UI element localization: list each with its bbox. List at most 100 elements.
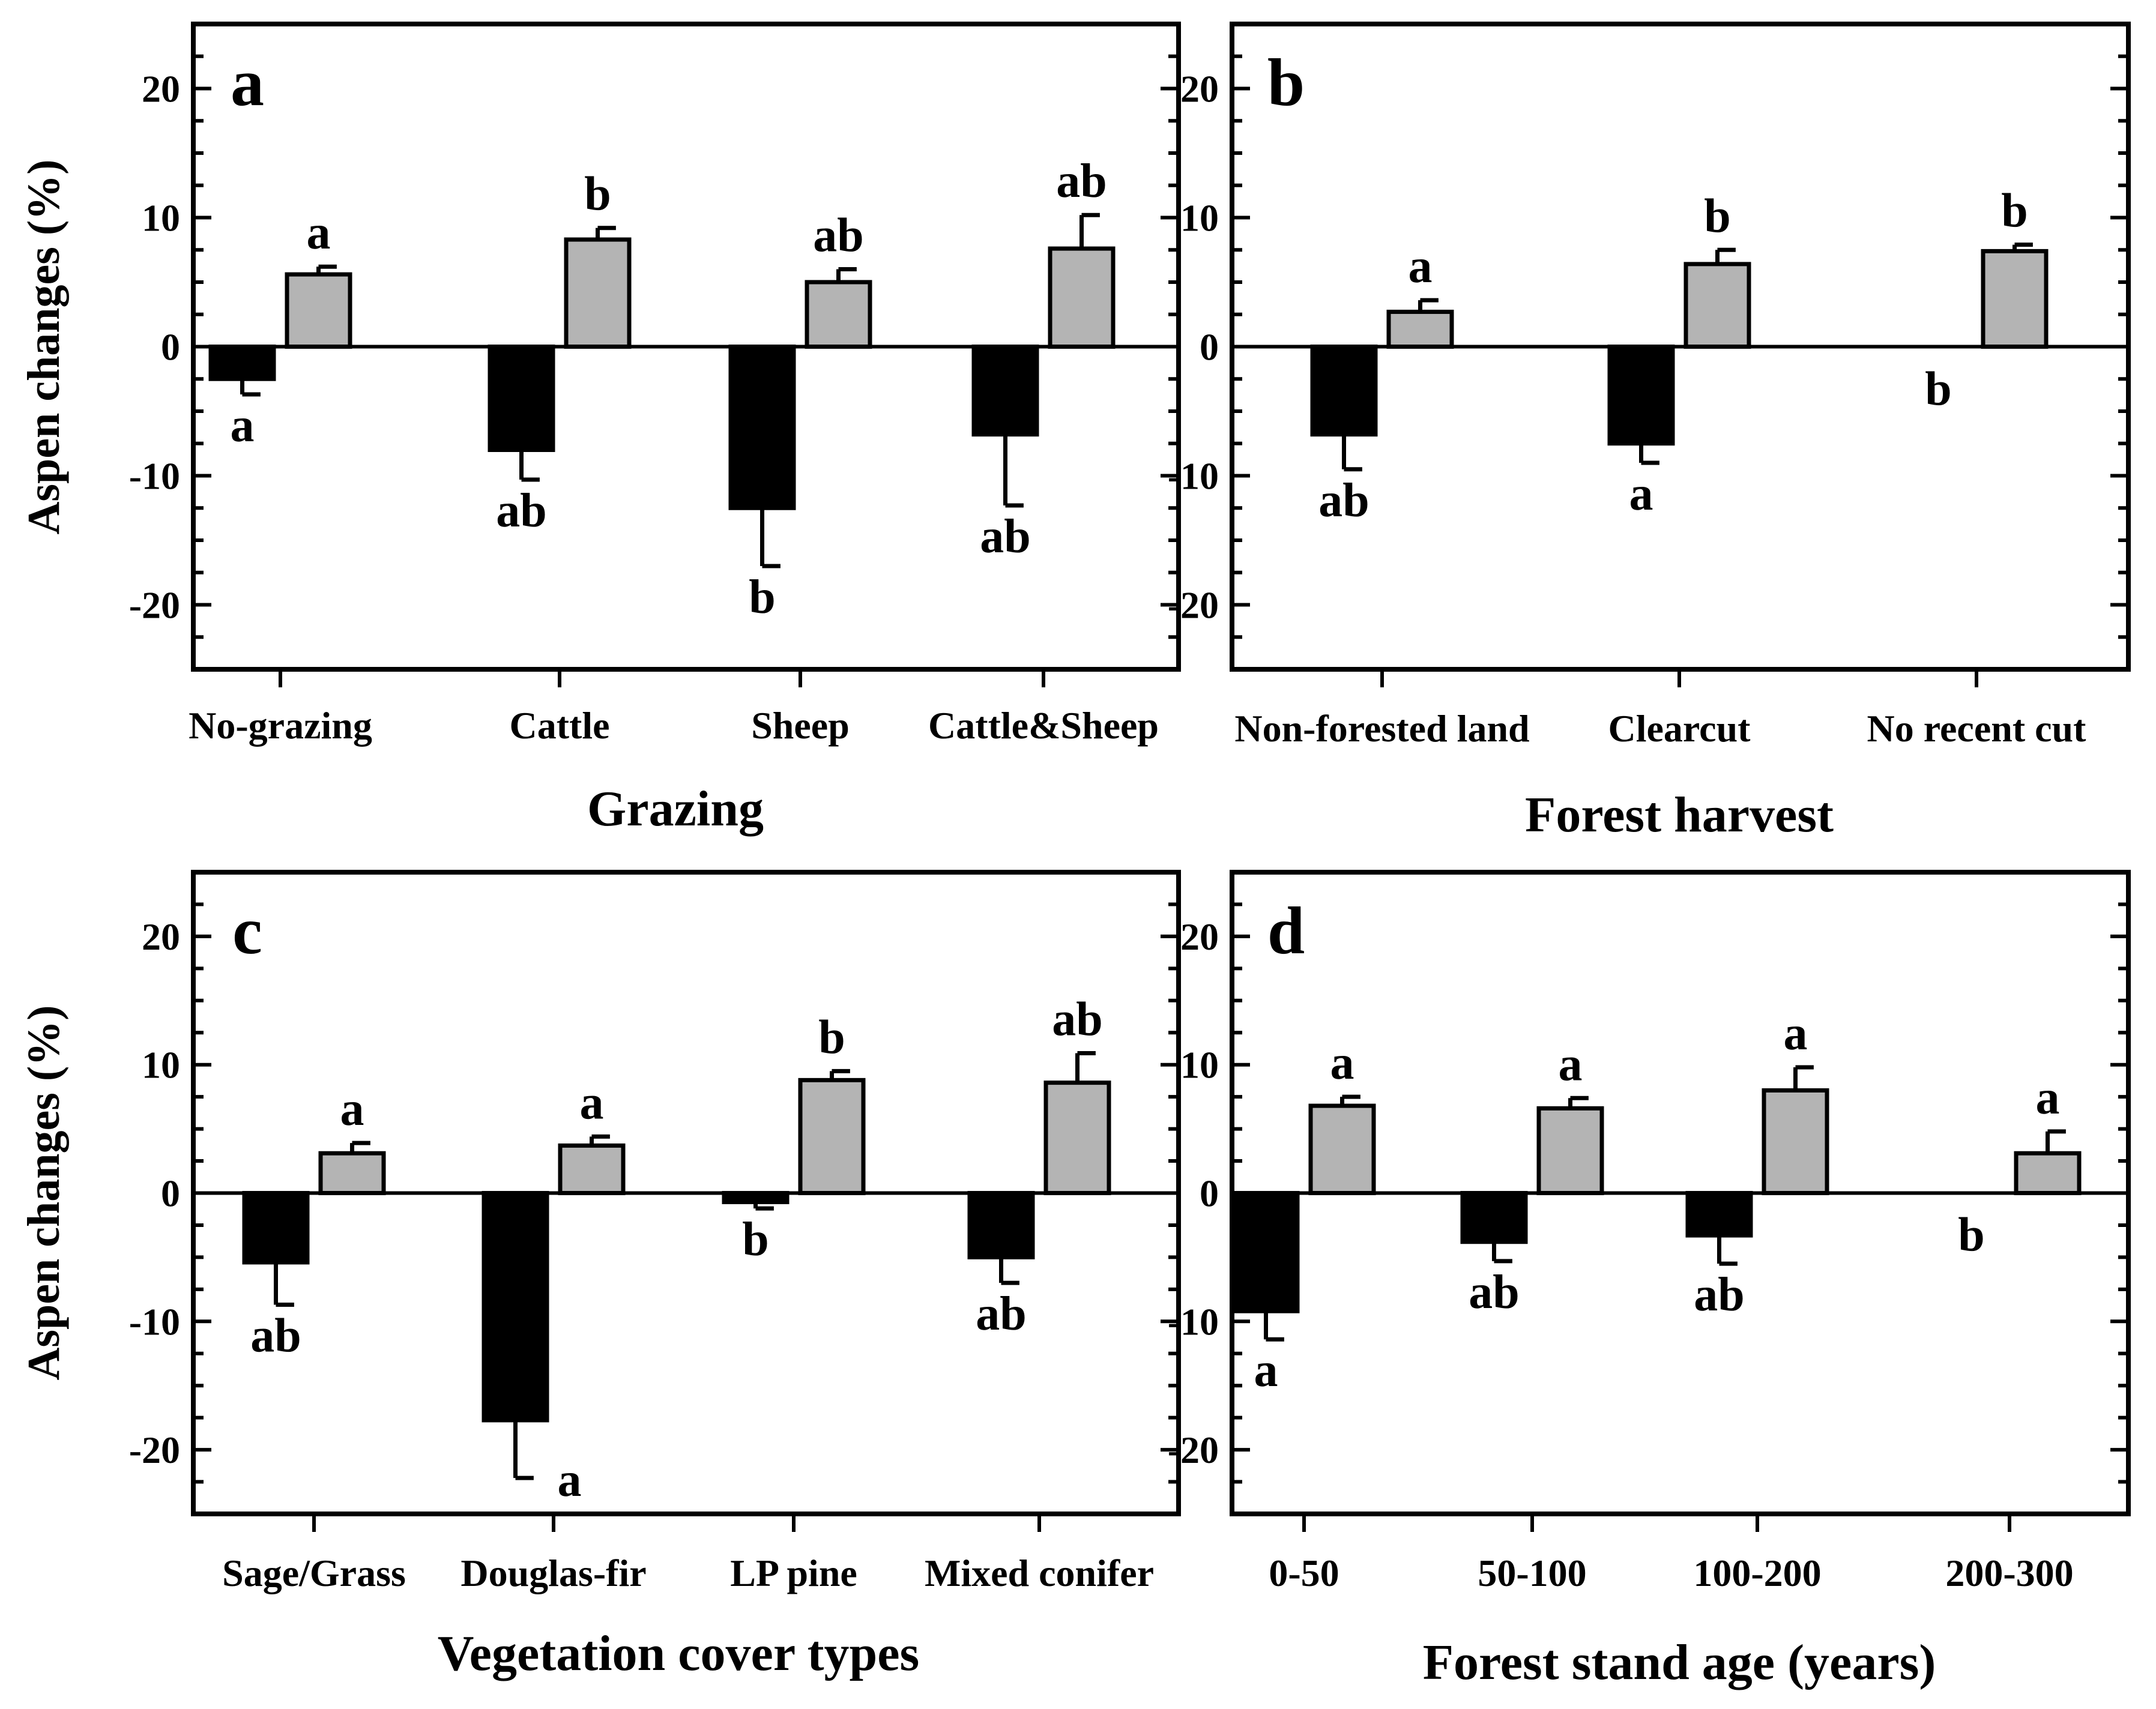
- significance-label: a: [1559, 1038, 1583, 1091]
- significance-label: a: [307, 206, 331, 259]
- category-label: Sage/Grass: [222, 1552, 406, 1594]
- significance-label: a: [1330, 1037, 1354, 1090]
- category-label: Douglas-fir: [460, 1552, 646, 1594]
- y-tick-label: -10: [1168, 1300, 1219, 1343]
- significance-label: a: [1784, 1007, 1808, 1060]
- y-tick-label: 0: [1200, 326, 1219, 369]
- panel-a: -20 -10 0 10 20 No-grazing Cattle Sheep Cattle&S…: [129, 22, 1181, 837]
- y-tick-label: -10: [129, 455, 180, 498]
- decrease-bar: [967, 1191, 1035, 1259]
- significance-label: ab: [1694, 1268, 1745, 1321]
- panel-letter: a: [231, 46, 264, 120]
- x-axis-title: Vegetation cover types: [438, 1626, 920, 1681]
- panel-letter: b: [1267, 46, 1305, 120]
- significance-label: a: [2036, 1072, 2060, 1124]
- significance-label: ab: [980, 510, 1031, 563]
- significance-label: b: [1704, 190, 1731, 243]
- category-label: No-grazing: [189, 704, 372, 747]
- y-tick-label: -10: [129, 1300, 180, 1343]
- y-axis-title-top: Aspen changes (%): [19, 160, 69, 535]
- category-label: 200-300: [1945, 1552, 2073, 1594]
- significance-label: ab: [496, 484, 547, 537]
- increase-bar: [1048, 246, 1116, 349]
- category-label: Cattle: [509, 704, 609, 747]
- significance-label: b: [584, 168, 611, 221]
- decrease-bar: [728, 345, 796, 510]
- decrease-bar: [482, 1191, 549, 1423]
- significance-label: a: [1254, 1344, 1278, 1397]
- decrease-bar: [1232, 1191, 1300, 1313]
- significance-label: a: [558, 1454, 582, 1507]
- significance-label: b: [818, 1011, 845, 1064]
- significance-label: b: [1925, 363, 1952, 415]
- panel-letter: d: [1267, 894, 1305, 968]
- decrease-bar: [722, 1191, 790, 1204]
- significance-label: ab: [250, 1310, 301, 1363]
- significance-label: b: [742, 1213, 769, 1266]
- y-tick-label: -20: [129, 1429, 180, 1471]
- y-tick-label: 10: [1180, 1044, 1219, 1087]
- y-axis-title-bottom: Aspen changes (%): [19, 1005, 69, 1381]
- significance-label: ab: [1052, 993, 1103, 1046]
- increase-bar: [2014, 1151, 2082, 1196]
- y-tick-label: 10: [142, 197, 180, 240]
- category-label: Cattle&Sheep: [928, 704, 1159, 747]
- significance-label: a: [231, 399, 255, 452]
- increase-bar: [1762, 1088, 1829, 1195]
- y-tick-label: -20: [1168, 1429, 1219, 1471]
- y-tick-label: 20: [1180, 68, 1219, 110]
- decrease-bar: [488, 345, 555, 452]
- significance-label: ab: [813, 209, 864, 262]
- decrease-bar: [1460, 1191, 1528, 1244]
- significance-label: b: [1958, 1209, 1985, 1262]
- y-tick-label: 20: [142, 68, 180, 110]
- x-axis-title: Grazing: [587, 781, 764, 837]
- increase-bar: [805, 280, 872, 349]
- category-label: Sheep: [751, 704, 850, 747]
- significance-label: b: [749, 571, 776, 624]
- significance-label: ab: [1318, 474, 1369, 527]
- decrease-bar: [1607, 345, 1675, 446]
- panel-c: -20 -10 0 10 20 Sage/Grass Douglas-fir LP pine M…: [129, 870, 1181, 1681]
- significance-label: a: [1629, 468, 1653, 520]
- significance-label: a: [580, 1076, 604, 1129]
- y-tick-label: 10: [142, 1044, 180, 1087]
- significance-label: ab: [1056, 155, 1107, 208]
- category-label: 100-200: [1693, 1552, 1821, 1594]
- y-tick-label: 0: [161, 326, 180, 369]
- increase-bar: [1683, 262, 1751, 349]
- y-tick-label: -10: [1168, 455, 1219, 498]
- increase-bar: [558, 1143, 626, 1196]
- increase-bar: [1981, 249, 2049, 349]
- category-label: 50-100: [1478, 1552, 1586, 1594]
- category-label: Clearcut: [1608, 707, 1751, 750]
- significance-label: b: [2001, 185, 2028, 238]
- panel-b: -20 -10 0 10 20 Non-forested land Clearcut No r…: [1168, 22, 2131, 843]
- increase-bar: [564, 237, 632, 349]
- increase-bar: [1308, 1103, 1376, 1195]
- panel-letter: c: [232, 894, 262, 968]
- y-tick-label: 20: [1180, 915, 1219, 958]
- category-label: 0-50: [1269, 1552, 1339, 1594]
- y-tick-label: -20: [129, 584, 180, 627]
- significance-label: a: [1409, 240, 1433, 293]
- decrease-bar: [1310, 345, 1378, 437]
- y-tick-label: 0: [161, 1172, 180, 1215]
- category-label: Mixed conifer: [925, 1552, 1154, 1594]
- decrease-bar: [242, 1191, 310, 1265]
- x-axis-title: Forest harvest: [1525, 787, 1834, 843]
- y-tick-label: -20: [1168, 584, 1219, 627]
- decrease-bar: [208, 345, 276, 381]
- significance-label: ab: [1469, 1266, 1520, 1319]
- increase-bar: [1043, 1081, 1111, 1195]
- increase-bar: [318, 1151, 386, 1196]
- decrease-bar: [971, 345, 1039, 437]
- increase-bar: [798, 1078, 866, 1195]
- increase-bar: [1386, 309, 1454, 349]
- x-axis-title: Forest stand age (years): [1423, 1635, 1936, 1690]
- increase-bar: [285, 272, 352, 349]
- y-tick-label: 10: [1180, 197, 1219, 240]
- decrease-bar: [1685, 1191, 1753, 1238]
